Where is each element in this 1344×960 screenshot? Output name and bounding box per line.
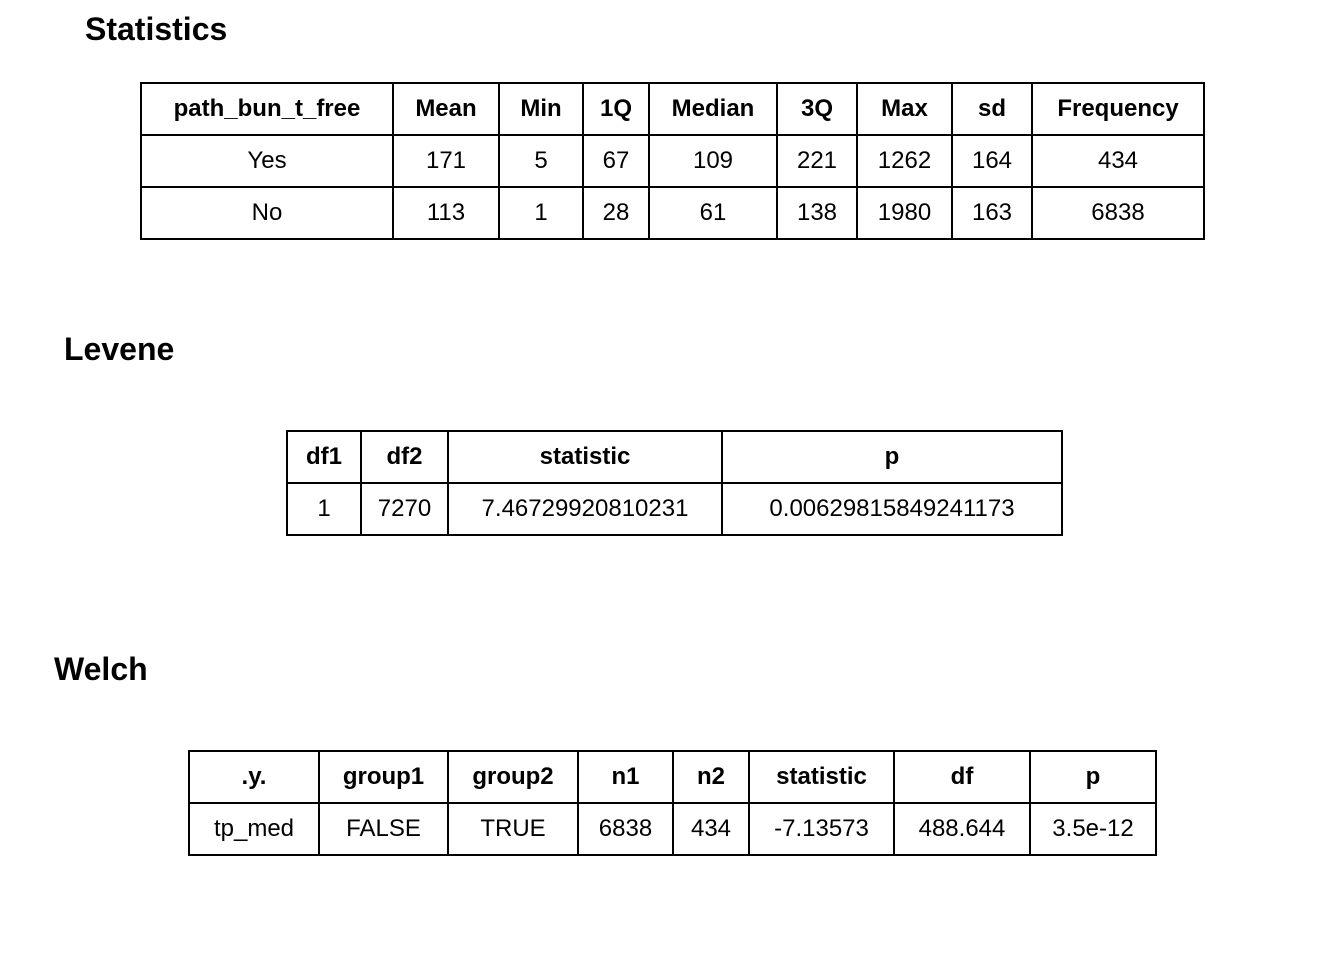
table-cell: TRUE — [447, 802, 579, 856]
column-header: Mean — [392, 82, 500, 136]
column-header: group2 — [447, 750, 579, 804]
statistics-table: path_bun_t_free Mean Min 1Q Median 3Q Max sd Fre… — [140, 82, 1205, 240]
table-cell: -7.13573 — [748, 802, 895, 856]
table-cell: 434 — [1031, 134, 1205, 188]
table-cell: 488.644 — [893, 802, 1031, 856]
table-cell: tp_med — [188, 802, 320, 856]
levene-table: df1 df2 statistic p 1 7270 7.46729920810231 0.0… — [286, 430, 1063, 536]
table-cell: 3.5e-12 — [1029, 802, 1157, 856]
column-header: df2 — [360, 430, 449, 484]
column-header: Frequency — [1031, 82, 1205, 136]
column-header: n1 — [577, 750, 674, 804]
table-cell: 67 — [582, 134, 650, 188]
table-row: Yes 171 5 67 109 221 1262 164 434 — [140, 134, 1205, 188]
column-header: path_bun_t_free — [140, 82, 394, 136]
table-cell: 6838 — [577, 802, 674, 856]
section-title-welch: Welch — [54, 651, 148, 687]
table-cell: 164 — [951, 134, 1033, 188]
section-title-levene: Levene — [64, 331, 175, 367]
column-header: 3Q — [776, 82, 858, 136]
table-cell: 0.00629815849241173 — [721, 482, 1063, 536]
column-header: df1 — [286, 430, 362, 484]
column-header: p — [1029, 750, 1157, 804]
column-header: sd — [951, 82, 1033, 136]
header-row: path_bun_t_free Mean Min 1Q Median 3Q Max sd Fre… — [140, 82, 1205, 136]
table-cell: 221 — [776, 134, 858, 188]
table-row: No 113 1 28 61 138 1980 163 6838 — [140, 186, 1205, 240]
column-header: Max — [856, 82, 953, 136]
table-cell: 1262 — [856, 134, 953, 188]
column-header: Min — [498, 82, 584, 136]
table-cell: 171 — [392, 134, 500, 188]
table-cell: FALSE — [318, 802, 449, 856]
column-header: statistic — [447, 430, 723, 484]
header-row: df1 df2 statistic p — [286, 430, 1063, 484]
table-cell: 7.46729920810231 — [447, 482, 723, 536]
table-cell: Yes — [140, 134, 394, 188]
column-header: Median — [648, 82, 778, 136]
table-cell: 1 — [286, 482, 362, 536]
column-header: 1Q — [582, 82, 650, 136]
table-cell: 28 — [582, 186, 650, 240]
table-cell: 109 — [648, 134, 778, 188]
table-cell: 6838 — [1031, 186, 1205, 240]
column-header: statistic — [748, 750, 895, 804]
table-cell: No — [140, 186, 394, 240]
table-row: tp_med FALSE TRUE 6838 434 -7.13573 488.644 3.5… — [188, 802, 1157, 856]
section-title-statistics: Statistics — [85, 11, 228, 47]
table-cell: 7270 — [360, 482, 449, 536]
header-row: .y. group1 group2 n1 n2 statistic df p — [188, 750, 1157, 804]
column-header: group1 — [318, 750, 449, 804]
column-header: .y. — [188, 750, 320, 804]
column-header: df — [893, 750, 1031, 804]
table-cell: 113 — [392, 186, 500, 240]
table-cell: 1 — [498, 186, 584, 240]
table-cell: 434 — [672, 802, 750, 856]
table-cell: 61 — [648, 186, 778, 240]
table-cell: 5 — [498, 134, 584, 188]
table-cell: 138 — [776, 186, 858, 240]
table-cell: 163 — [951, 186, 1033, 240]
column-header: p — [721, 430, 1063, 484]
welch-table: .y. group1 group2 n1 n2 statistic df p tp_med FAL… — [188, 750, 1157, 856]
table-row: 1 7270 7.46729920810231 0.00629815849241173 — [286, 482, 1063, 536]
column-header: n2 — [672, 750, 750, 804]
table-cell: 1980 — [856, 186, 953, 240]
